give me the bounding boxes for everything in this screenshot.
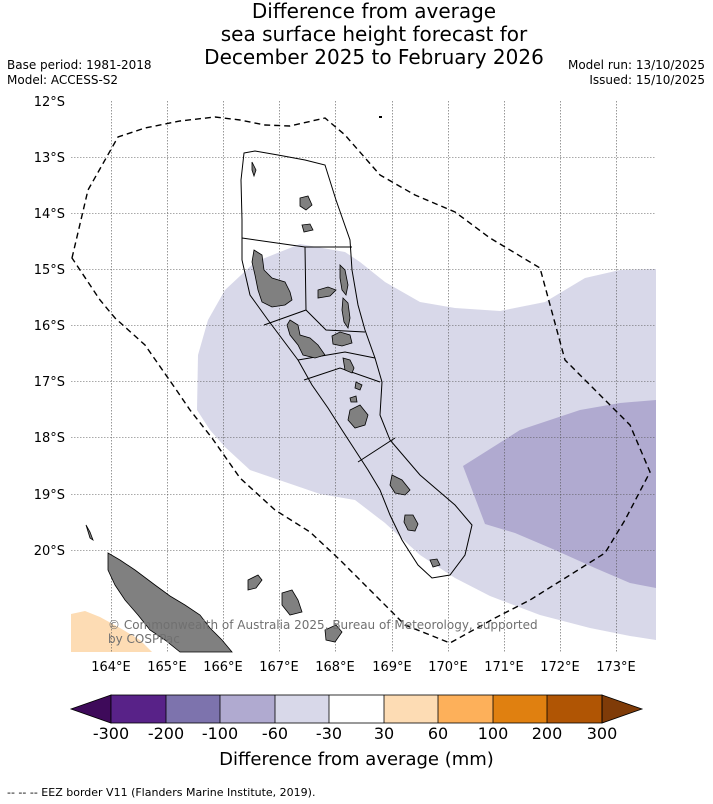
colorbar-outline [110, 694, 603, 724]
title-line-3: December 2025 to February 2026 [204, 45, 544, 69]
cb-tick-30: 30 [373, 724, 395, 743]
islands [85, 161, 441, 653]
colorbar-bin-8 [493, 695, 547, 723]
island-tongoa [349, 395, 358, 403]
lat-label-16s: 16°S [34, 319, 65, 334]
model-run: Model run: 13/10/2025 [567, 58, 705, 72]
model-name: Model: ACCESS-S2 [7, 73, 119, 87]
vanuatu-outline [240, 150, 473, 579]
island-aneityum [429, 558, 441, 568]
small-island-north [379, 116, 382, 118]
island-tanna [403, 514, 419, 532]
island-nc-north [85, 524, 94, 542]
lat-label-17s: 17°S [34, 375, 65, 390]
colorbar-extend-left [69, 694, 112, 724]
colorbar-bin-4 [275, 695, 329, 723]
colorbar-bin-2 [166, 695, 220, 723]
issued-date: Issued: 15/10/2025 [589, 73, 705, 87]
island-loyalty-1 [247, 574, 263, 591]
island-efate [347, 404, 369, 429]
lon-label-166e: 166°E [203, 660, 243, 675]
cb-tick-neg300: -300 [92, 724, 130, 743]
lon-label-173e: 173°E [596, 660, 636, 675]
colorbar-bin-7 [438, 695, 493, 723]
lat-labels: 12°S 13°S 14°S 15°S 16°S 17°S 18°S 19°S … [34, 95, 65, 559]
island-banks [299, 195, 313, 211]
lon-label-164e: 164°E [91, 660, 131, 675]
title-line-2: sea surface height forecast for [220, 22, 528, 46]
base-period: Base period: 1981-2018 [7, 58, 152, 72]
cb-tick-neg60: -60 [261, 724, 289, 743]
island-new-caledonia [107, 552, 233, 653]
lon-label-169e: 169°E [372, 660, 412, 675]
island-pentecost [341, 297, 351, 330]
cb-tick-200: 200 [531, 724, 563, 743]
lat-label-19s: 19°S [34, 488, 65, 503]
island-loyalty-3 [324, 624, 343, 643]
boundary-shefa-north [303, 367, 381, 383]
lon-label-168e: 168°E [315, 660, 355, 675]
lat-label-14s: 14°S [34, 207, 65, 222]
colorbar-title: Difference from average (mm) [219, 749, 494, 770]
island-malekula [286, 319, 326, 359]
copyright-line-2: by COSPPac [108, 632, 180, 646]
cb-tick-100: 100 [477, 724, 509, 743]
island-banks-south [301, 223, 314, 233]
cb-tick-60: 60 [427, 724, 449, 743]
lon-labels: 164°E 165°E 166°E 167°E 168°E 169°E 170°… [91, 660, 636, 675]
lat-label-13s: 13°S [34, 151, 65, 166]
lat-label-18s: 18°S [34, 431, 65, 446]
colorbar-dividers [165, 695, 548, 723]
meta-left: Base period: 1981-2018 Model: ACCESS-S2 [7, 58, 152, 88]
island-espiritu-santo [251, 249, 293, 308]
eez-border [71, 116, 651, 644]
lon-label-171e: 171°E [484, 660, 524, 675]
title-line-1: Difference from average [251, 0, 497, 23]
boundary-penama [305, 309, 366, 333]
copyright-line-1: © Commonwealth of Australia 2025, Bureau… [108, 618, 538, 632]
island-shepherd [354, 381, 363, 391]
colorbar-bin-5 [329, 695, 384, 723]
colorbar [69, 694, 644, 724]
anomaly-medium-region [463, 400, 656, 588]
chart-title: Difference from average sea surface heig… [0, 0, 713, 69]
cb-tick-neg30: -30 [315, 724, 343, 743]
island-erromango [389, 474, 411, 496]
colorbar-bin-6 [384, 695, 438, 723]
colorbar-bin-9 [547, 695, 602, 723]
island-loyalty-2 [281, 589, 303, 616]
cb-tick-300: 300 [586, 724, 618, 743]
island-epi [342, 357, 355, 374]
boundary-tafea [357, 437, 396, 463]
island-maewo [339, 264, 349, 296]
cb-tick-neg200: -200 [147, 724, 185, 743]
anomaly-positive-region [71, 611, 152, 652]
lat-label-20s: 20°S [34, 544, 65, 559]
colorbar-bin-1 [111, 695, 166, 723]
lat-label-12s: 12°S [34, 95, 65, 110]
island-ambae [317, 286, 337, 299]
lat-label-15s: 15°S [34, 263, 65, 278]
cb-tick-neg100: -100 [201, 724, 239, 743]
lon-label-170e: 170°E [428, 660, 468, 675]
colorbar-bin-3 [220, 695, 275, 723]
island-ambrym [331, 331, 353, 347]
island-torres [251, 161, 257, 178]
lon-label-172e: 172°E [540, 660, 580, 675]
lon-label-165e: 165°E [147, 660, 187, 675]
colorbar-extend-right [601, 694, 644, 724]
meta-right: Model run: 13/10/2025 Issued: 15/10/2025 [568, 58, 705, 88]
lon-label-167e: 167°E [259, 660, 299, 675]
eez-legend: -- -- -- EEZ border V11 (Flanders Marine… [7, 786, 316, 799]
